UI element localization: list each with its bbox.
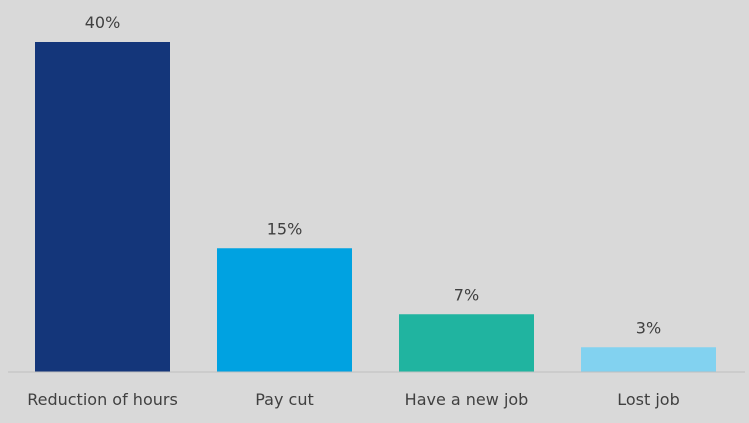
bar-3 (581, 347, 716, 372)
bar-2 (399, 314, 534, 372)
bars-layer (35, 42, 716, 372)
category-label-1: Pay cut (255, 390, 314, 409)
value-label-3: 3% (636, 318, 661, 337)
value-label-1: 15% (267, 219, 303, 238)
category-labels-layer: Reduction of hours Pay cut Have a new job L… (27, 390, 680, 409)
value-labels-layer: 40% 15% 7% 3% (85, 13, 661, 337)
category-label-0: Reduction of hours (27, 390, 178, 409)
category-label-3: Lost job (617, 390, 680, 409)
bar-1 (217, 248, 352, 372)
value-label-2: 7% (454, 285, 479, 304)
bar-0 (35, 42, 170, 372)
category-label-2: Have a new job (405, 390, 529, 409)
value-label-0: 40% (85, 13, 121, 32)
